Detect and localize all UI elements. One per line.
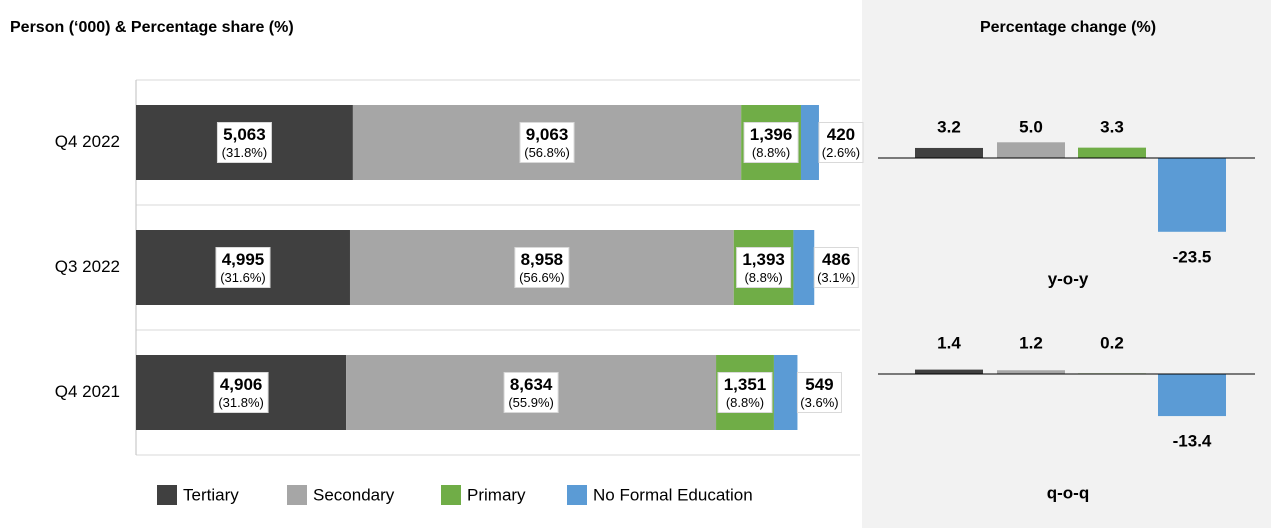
share-label: (3.6%) [800,395,838,410]
panel-title: Percentage change (%) [980,19,1156,36]
axis-label: q-o-q [1047,483,1089,502]
label-box [216,122,272,163]
label-box [503,372,559,413]
value-label: 8,958 [521,250,564,269]
legend-swatch [157,485,177,505]
panel-background [862,0,1271,528]
value-label: 3.2 [937,117,961,136]
label-box [813,247,859,288]
label-box [736,247,792,288]
share-label: (8.8%) [744,270,782,285]
value-label: 0.2 [1100,333,1124,352]
share-label: (56.6%) [519,270,565,285]
value-label: -23.5 [1173,247,1212,266]
share-label: (8.8%) [726,395,764,410]
legend-swatch [441,485,461,505]
share-label: (8.8%) [752,145,790,160]
bar-segment [800,105,819,180]
label-box [818,122,864,163]
value-label: 420 [827,125,855,144]
bar-segment [773,355,798,430]
share-label: (31.6%) [220,270,266,285]
category-label: Q4 2022 [55,132,120,151]
value-label: 5.0 [1019,117,1043,136]
label-box [514,247,570,288]
value-label: 486 [822,250,850,269]
bar [915,369,983,374]
value-label: 1.4 [937,333,961,352]
label-box [215,247,271,288]
bar [997,370,1065,374]
label-box [743,122,799,163]
label-box [717,372,773,413]
share-label: (31.8%) [222,145,268,160]
bar [997,142,1065,158]
bar [1158,374,1226,417]
bar-segment [793,230,815,305]
value-label: 4,995 [222,250,265,269]
label-box [213,372,269,413]
chart-title: Person (‘000) & Percentage share (%) [10,19,294,36]
legend-label: Tertiary [183,485,239,504]
value-label: 549 [805,375,833,394]
value-label: 5,063 [223,125,266,144]
value-label: 1,351 [724,375,767,394]
category-label: Q4 2021 [55,382,120,401]
share-label: (3.1%) [817,270,855,285]
label-box [519,122,575,163]
axis-label: y-o-y [1048,269,1089,288]
value-label: 9,063 [526,125,569,144]
value-label: 1.2 [1019,333,1043,352]
value-label: 4,906 [220,375,263,394]
value-label: 8,634 [510,375,553,394]
legend-label: No Formal Education [593,485,753,504]
label-box [796,372,842,413]
value-label: 3.3 [1100,117,1124,136]
bar [1078,147,1146,158]
legend-label: Secondary [313,485,395,504]
value-label: -13.4 [1173,432,1212,451]
share-label: (55.9%) [508,395,554,410]
value-label: 1,393 [742,250,785,269]
legend-label: Primary [467,485,526,504]
bar [1158,158,1226,232]
legend-swatch [567,485,587,505]
share-label: (31.8%) [218,395,264,410]
legend-swatch [287,485,307,505]
bar [915,147,983,158]
value-label: 1,396 [750,125,793,144]
category-label: Q3 2022 [55,257,120,276]
share-label: (2.6%) [822,145,860,160]
share-label: (56.8%) [524,145,570,160]
